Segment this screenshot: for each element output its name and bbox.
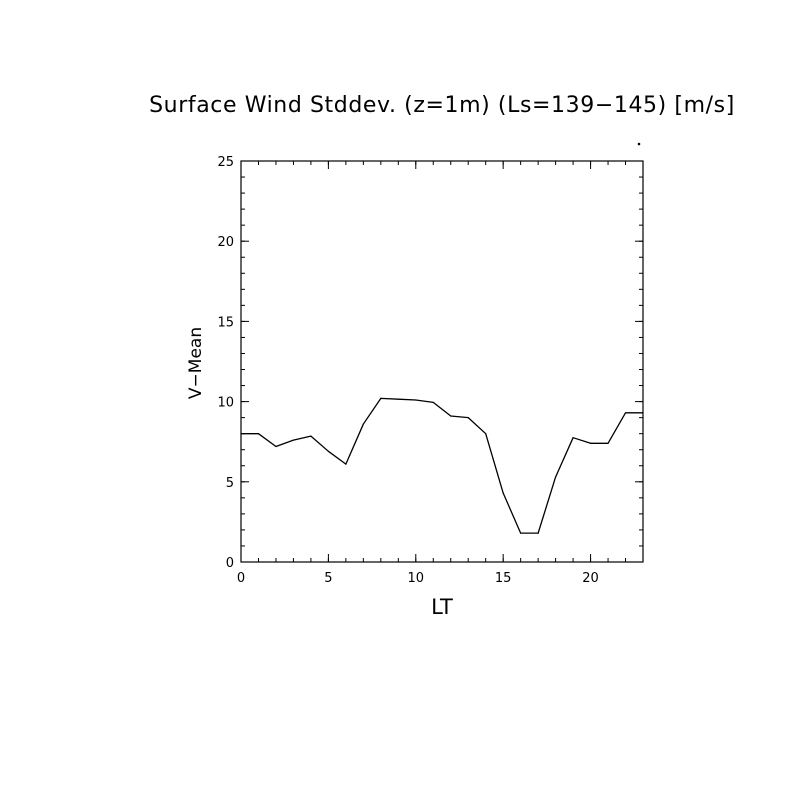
data-point xyxy=(345,463,347,465)
data-point xyxy=(450,415,452,417)
axis-ticks xyxy=(240,160,644,563)
data-point xyxy=(310,435,312,437)
y-axis-label: V−Mean xyxy=(186,327,206,399)
data-point xyxy=(520,532,522,534)
y-tick-label: 20 xyxy=(217,235,234,250)
tick-labels: 0 5 10 15 20 0 5 10 15 20 25 xyxy=(217,155,598,586)
corner-dot xyxy=(637,142,641,146)
data-point xyxy=(362,423,364,425)
data-point xyxy=(397,398,399,400)
series-line xyxy=(241,397,643,534)
y-tick-label: 0 xyxy=(226,556,234,571)
data-point xyxy=(537,532,539,534)
x-tick-label: 20 xyxy=(582,571,599,586)
x-tick-label: 0 xyxy=(237,571,245,586)
data-point xyxy=(572,437,574,439)
data-points xyxy=(240,397,644,534)
y-tick-label: 5 xyxy=(226,476,234,491)
data-point xyxy=(607,442,609,444)
data-point xyxy=(380,397,382,399)
x-tick-label: 15 xyxy=(495,571,512,586)
x-tick-label: 10 xyxy=(408,571,425,586)
y-tick-label: 25 xyxy=(217,155,234,170)
chart-title: Surface Wind Stddev. (z=1m) (Ls=139−145)… xyxy=(149,93,735,118)
data-point xyxy=(327,450,329,452)
plot-frame xyxy=(240,160,644,563)
x-axis-label: LT xyxy=(431,595,453,619)
data-point xyxy=(467,417,469,419)
y-tick-label: 15 xyxy=(217,315,234,330)
data-point xyxy=(292,439,295,441)
data-point xyxy=(555,476,557,478)
data-point xyxy=(642,412,644,414)
y-tick-label: 10 xyxy=(217,396,234,411)
data-point xyxy=(432,401,434,403)
data-point xyxy=(589,442,592,444)
data-point xyxy=(240,433,242,435)
x-tick-label: 5 xyxy=(324,571,332,586)
data-point xyxy=(415,399,417,401)
data-point xyxy=(275,445,277,448)
data-point xyxy=(502,492,504,494)
data-point xyxy=(624,412,627,414)
data-point xyxy=(485,433,487,435)
data-point xyxy=(257,433,260,435)
